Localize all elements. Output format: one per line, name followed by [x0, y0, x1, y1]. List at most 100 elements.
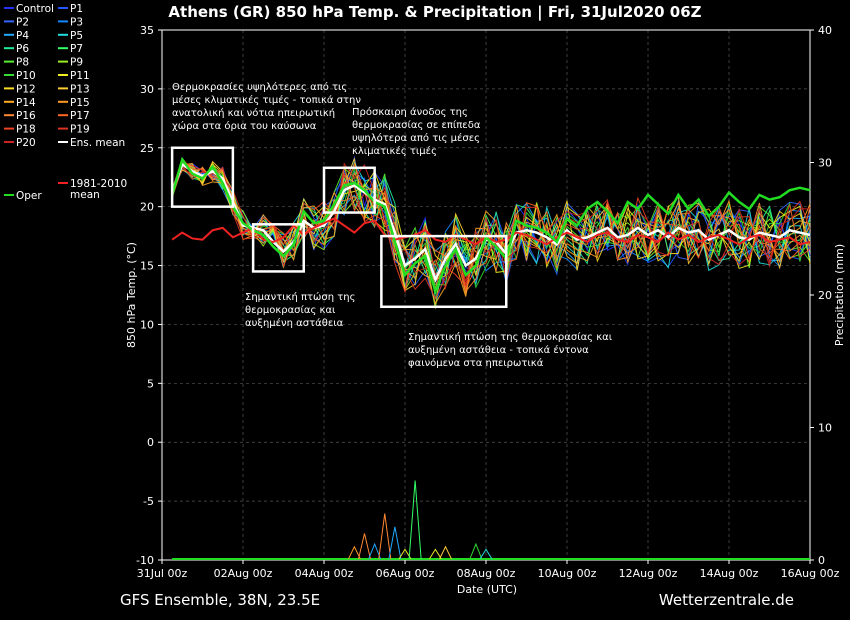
precip-spike — [479, 548, 493, 560]
x-tick-label: 31Jul 00z — [137, 567, 188, 580]
precip-spike — [428, 548, 442, 560]
precip-spike — [469, 542, 483, 560]
precip-spike — [358, 533, 371, 560]
legend-label-line: mean — [70, 189, 100, 201]
legend-label: P15 — [70, 97, 90, 109]
legend-label-line: P11 — [70, 70, 90, 82]
legend-label: Oper — [16, 190, 42, 202]
legend-label-line: P15 — [70, 97, 90, 109]
legend-label-line: 1981-2010 — [70, 178, 127, 190]
x-tick-label: 06Aug 00z — [376, 567, 435, 580]
precip-spike — [368, 542, 382, 560]
series-1981-2010-mean — [171, 217, 811, 246]
y-right-tick-label: 30 — [818, 157, 832, 170]
x-axis-label: Date (UTC) — [457, 583, 517, 596]
footer-left: GFS Ensemble, 38N, 23.5E — [120, 591, 320, 609]
x-tick-label: 12Aug 00z — [619, 567, 678, 580]
legend-label: P11 — [70, 70, 90, 82]
annotation-line: ανατολική και νότια ηπειρωτική — [172, 107, 335, 119]
annotation-line: μέσες κλιματικές τιμές - τοπικά στην — [172, 94, 361, 106]
x-tick-label: 08Aug 00z — [457, 567, 516, 580]
y-tick-label: 25 — [140, 142, 154, 155]
legend-label: P16 — [16, 110, 36, 122]
axes: -10 -5 0 5 10 15 20 25 30 35 0 10 20 30 40 31Jul 00z 02A… — [136, 24, 840, 580]
y-tick-label: 10 — [140, 318, 154, 331]
annotation-line: αυξημένη αστάθεια - τοπικά έντονα — [408, 344, 589, 356]
legend-label: P20 — [16, 137, 36, 149]
x-tick-label: 14Aug 00z — [700, 567, 759, 580]
legend-label-line: P20 — [16, 137, 36, 149]
legend-label-line: P16 — [16, 110, 36, 122]
y-right-tick-label: 20 — [818, 289, 832, 302]
legend-label: Ens. mean — [70, 137, 125, 149]
annotation-text: Σημαντική πτώση της θερμοκρασίας και αυξη… — [408, 331, 613, 369]
annotation-line: χώρα στα όρια του καύσωνα — [172, 120, 317, 132]
annotation-line: θερμοκρασίας και — [245, 304, 336, 316]
legend-label-line: P7 — [70, 43, 83, 55]
chart-title: Athens (GR) 850 hPa Temp. & Precipitatio… — [168, 3, 701, 22]
annotation-boxes: Θερμοκρασίες υψηλότερες από τις μέσες κλι… — [170, 81, 613, 369]
footer-right: Wetterzentrale.de — [659, 591, 794, 609]
legend-label-line: Ens. mean — [70, 137, 125, 149]
y-tick-label: 35 — [140, 24, 154, 37]
legend-label-line: P13 — [70, 83, 90, 95]
legend-label: 1981-2010 mean — [70, 178, 127, 201]
legend-label: P14 — [16, 97, 36, 109]
y-axis-label-right: Precipitation (mm) — [833, 244, 846, 346]
x-tick-label: 02Aug 00z — [214, 567, 273, 580]
legend-label-line: P1 — [70, 3, 83, 15]
annotation-box — [380, 234, 508, 309]
x-tick-label: 16Aug 00z — [781, 567, 840, 580]
legend-label-line: P17 — [70, 110, 90, 122]
legend-label-line: Oper — [16, 190, 42, 202]
y-tick-label: -10 — [136, 554, 154, 567]
y-axis-label: 850 hPa Temp. (°C) — [125, 242, 138, 348]
legend-label: P8 — [16, 57, 29, 69]
legend-label-line: P12 — [16, 83, 36, 95]
legend-label: P3 — [70, 16, 83, 28]
annotation-line: Σημαντική πτώση της θερμοκρασίας και — [408, 331, 613, 343]
legend-label: P13 — [70, 83, 90, 95]
legend-label: Control — [16, 3, 54, 15]
legend-label: P10 — [16, 70, 36, 82]
legend-label: P9 — [70, 57, 83, 69]
annotation-line: Θερμοκρασίες υψηλότερες από τις — [172, 81, 347, 93]
legend-label: P17 — [70, 110, 90, 122]
precipitation-spikes — [172, 480, 810, 560]
annotation-line: κλιματικές τιμές — [352, 145, 437, 157]
y-tick-label: 0 — [147, 436, 154, 449]
legend-label-line: P8 — [16, 57, 29, 69]
annotation-line: θερμοκρασίας σε επίπεδα — [352, 119, 481, 131]
legend-label: P18 — [16, 124, 36, 136]
legend-label: P19 — [70, 124, 90, 136]
legend-label: P7 — [70, 43, 83, 55]
y-right-tick-label: 10 — [818, 422, 832, 435]
legend-label-line: P9 — [70, 57, 83, 69]
annotation-text: Σημαντική πτώση της θερμοκρασίας και αυξημ… — [245, 291, 356, 329]
precip-spike — [408, 480, 422, 560]
legend-label-line: Control — [16, 3, 54, 15]
annotation-line: φαινόμενα στα ηπειρωτικά — [408, 357, 544, 369]
y-tick-label: -5 — [143, 495, 154, 508]
y-right-tick-label: 40 — [818, 24, 832, 37]
main-series — [170, 156, 811, 296]
precip-spike — [439, 545, 452, 560]
precip-spike — [378, 513, 392, 560]
y-tick-label: 30 — [140, 83, 154, 96]
y-tick-label: 15 — [140, 260, 154, 273]
series-oper — [170, 156, 811, 296]
legend-label-line: P14 — [16, 97, 36, 109]
legend-label: P5 — [70, 30, 83, 42]
x-tick-label: 04Aug 00z — [295, 567, 354, 580]
legend-label-line: P3 — [70, 16, 83, 28]
legend-label: P6 — [16, 43, 29, 55]
precip-spike — [347, 545, 361, 560]
legend-label-line: P6 — [16, 43, 29, 55]
annotation-text: Πρόσκαιρη άνοδος της θερμοκρασίας σε επίπ… — [352, 106, 481, 157]
annotation-text: Θερμοκρασίες υψηλότερες από τις μέσες κλι… — [172, 81, 361, 132]
ensemble-members — [171, 155, 811, 309]
legend-label-line: P5 — [70, 30, 83, 42]
legend-label-line: P2 — [16, 16, 29, 28]
y-tick-label: 5 — [147, 377, 154, 390]
annotation-box — [322, 166, 376, 214]
